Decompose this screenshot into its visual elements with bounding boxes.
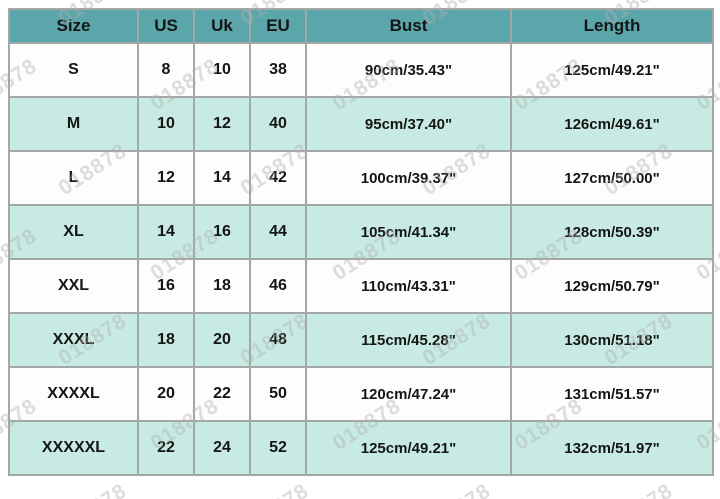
us-size-cell: 16	[137, 258, 195, 314]
uk-size-cell: 12	[193, 96, 251, 152]
length-cell: 132cm/51.97"	[510, 420, 714, 476]
table-row: L 12 14 42 100cm/39.37" 127cm/50.00"	[8, 150, 714, 206]
column-header: Size	[8, 8, 139, 44]
us-size-cell: 12	[137, 150, 195, 206]
us-size-cell: 14	[137, 204, 195, 260]
eu-size-cell: 48	[249, 312, 307, 368]
watermark-text: 018878	[601, 479, 678, 499]
size-cell: L	[8, 150, 139, 206]
length-cell: 125cm/49.21"	[510, 42, 714, 98]
uk-size-cell: 10	[193, 42, 251, 98]
size-cell: S	[8, 42, 139, 98]
size-cell: XXL	[8, 258, 139, 314]
uk-size-cell: 24	[193, 420, 251, 476]
table-row: S 8 10 38 90cm/35.43" 125cm/49.21"	[8, 42, 714, 98]
length-cell: 128cm/50.39"	[510, 204, 714, 260]
column-header: Uk	[193, 8, 251, 44]
size-cell: XXXL	[8, 312, 139, 368]
uk-size-cell: 14	[193, 150, 251, 206]
bust-cell: 100cm/39.37"	[305, 150, 512, 206]
eu-size-cell: 44	[249, 204, 307, 260]
bust-cell: 120cm/47.24"	[305, 366, 512, 422]
eu-size-cell: 40	[249, 96, 307, 152]
size-chart-table: Size US Uk EU Bust Length S 8 10 38 90cm/35.4…	[8, 8, 714, 476]
uk-size-cell: 18	[193, 258, 251, 314]
table-row: XXXL 18 20 48 115cm/45.28" 130cm/51.18"	[8, 312, 714, 368]
uk-size-cell: 20	[193, 312, 251, 368]
eu-size-cell: 50	[249, 366, 307, 422]
length-cell: 127cm/50.00"	[510, 150, 714, 206]
table-row: XL 14 16 44 105cm/41.34" 128cm/50.39"	[8, 204, 714, 260]
watermark-text: 018878	[419, 479, 496, 499]
bust-cell: 115cm/45.28"	[305, 312, 512, 368]
column-header: EU	[249, 8, 307, 44]
watermark-text: 018878	[237, 479, 314, 499]
eu-size-cell: 42	[249, 150, 307, 206]
table-row: M 10 12 40 95cm/37.40" 126cm/49.61"	[8, 96, 714, 152]
table-row: XXXXXL 22 24 52 125cm/49.21" 132cm/51.97…	[8, 420, 714, 476]
bust-cell: 95cm/37.40"	[305, 96, 512, 152]
us-size-cell: 22	[137, 420, 195, 476]
table-row: XXXXL 20 22 50 120cm/47.24" 131cm/51.57"	[8, 366, 714, 422]
us-size-cell: 8	[137, 42, 195, 98]
header-row: Size US Uk EU Bust Length	[8, 8, 714, 44]
bust-cell: 90cm/35.43"	[305, 42, 512, 98]
size-cell: XL	[8, 204, 139, 260]
us-size-cell: 18	[137, 312, 195, 368]
column-header: US	[137, 8, 195, 44]
bust-cell: 125cm/49.21"	[305, 420, 512, 476]
us-size-cell: 20	[137, 366, 195, 422]
uk-size-cell: 16	[193, 204, 251, 260]
length-cell: 126cm/49.61"	[510, 96, 714, 152]
table-body: S 8 10 38 90cm/35.43" 125cm/49.21" M 10 …	[8, 42, 714, 476]
size-cell: XXXXL	[8, 366, 139, 422]
length-cell: 130cm/51.18"	[510, 312, 714, 368]
size-cell: XXXXXL	[8, 420, 139, 476]
column-header: Length	[510, 8, 714, 44]
uk-size-cell: 22	[193, 366, 251, 422]
eu-size-cell: 46	[249, 258, 307, 314]
eu-size-cell: 38	[249, 42, 307, 98]
table-row: XXL 16 18 46 110cm/43.31" 129cm/50.79"	[8, 258, 714, 314]
us-size-cell: 10	[137, 96, 195, 152]
length-cell: 129cm/50.79"	[510, 258, 714, 314]
bust-cell: 105cm/41.34"	[305, 204, 512, 260]
eu-size-cell: 52	[249, 420, 307, 476]
watermark-text: 018878	[55, 479, 132, 499]
column-header: Bust	[305, 8, 512, 44]
length-cell: 131cm/51.57"	[510, 366, 714, 422]
size-cell: M	[8, 96, 139, 152]
bust-cell: 110cm/43.31"	[305, 258, 512, 314]
